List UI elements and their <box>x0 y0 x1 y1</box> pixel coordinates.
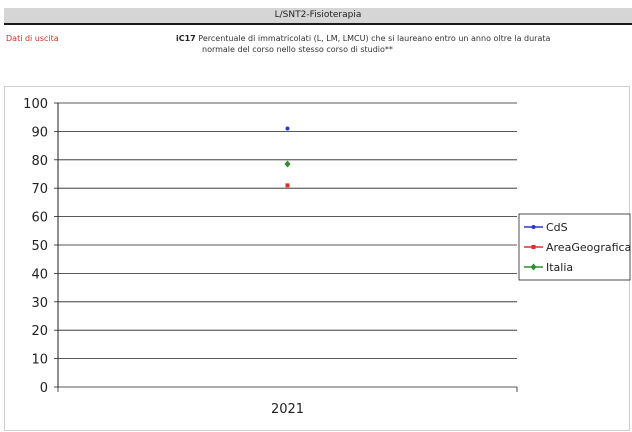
x-tick-label: 2021 <box>271 402 304 417</box>
report-header: L/SNT2-Fisioterapia <box>0 0 632 28</box>
y-tick-label: 20 <box>31 324 48 339</box>
y-tick-label: 70 <box>31 182 48 197</box>
legend-label-italia: Italia <box>546 261 573 274</box>
legend-label-areageografica: AreaGeografica <box>546 241 631 254</box>
y-tick-label: 60 <box>31 211 48 226</box>
y-tick-label: 0 <box>40 381 48 396</box>
legend-swatch-marker <box>531 225 536 229</box>
legend-swatch-marker <box>531 245 536 249</box>
section-label: Dati di uscita <box>6 34 59 43</box>
y-tick-label: 90 <box>31 125 48 140</box>
data-point-areageografica <box>285 183 290 188</box>
indicator-text-line1: Percentuale di immatricolati (L, LM, LMC… <box>198 34 551 43</box>
legend-swatch-marker <box>530 263 537 271</box>
data-point-cds <box>285 126 290 131</box>
legend-label-cds: CdS <box>546 221 568 234</box>
data-point-italia <box>284 160 291 168</box>
course-title: L/SNT2-Fisioterapia <box>4 8 632 25</box>
indicator-code: iC17 <box>176 34 196 43</box>
y-tick-label: 80 <box>31 154 48 169</box>
indicator-text-line2: normale del corso nello stesso corso di … <box>202 45 393 54</box>
y-tick-label: 50 <box>31 239 48 254</box>
y-tick-label: 10 <box>31 353 48 368</box>
y-tick-label: 40 <box>31 267 48 282</box>
indicator-description: iC17 Percentuale di immatricolati (L, LM… <box>176 33 616 55</box>
y-tick-label: 100 <box>23 97 48 112</box>
y-tick-label: 30 <box>31 296 48 311</box>
